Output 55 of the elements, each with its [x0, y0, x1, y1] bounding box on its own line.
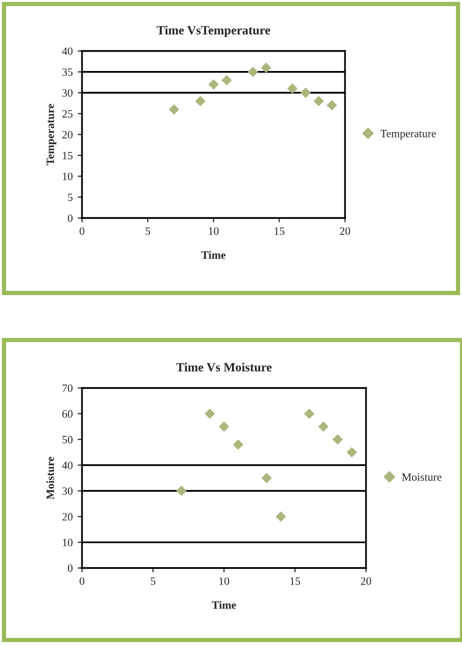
- x-tick-label: 15: [290, 577, 300, 585]
- x-tick-label: 5: [146, 227, 150, 235]
- y-tick-label: 40: [62, 462, 73, 470]
- point: [204, 408, 215, 419]
- point: [287, 83, 298, 94]
- point: [221, 75, 232, 86]
- x-tick-label: 0: [80, 577, 84, 585]
- y-tick-label: 0: [68, 214, 73, 222]
- point: [176, 486, 187, 496]
- point: [168, 104, 180, 115]
- point: [208, 79, 219, 90]
- point: [346, 447, 357, 458]
- point: [318, 421, 329, 432]
- point: [304, 408, 314, 419]
- legend-label: Temperature: [380, 130, 436, 140]
- point: [326, 100, 338, 110]
- y-tick-label: 70: [62, 384, 73, 392]
- point: [314, 96, 324, 106]
- legend-label: Moisture: [402, 473, 442, 481]
- y-tick-label: 30: [62, 89, 73, 97]
- x-tick-label: 0: [80, 227, 84, 235]
- point: [261, 472, 272, 484]
- chart-title: Time VsTemperature: [156, 26, 270, 37]
- point: [332, 434, 343, 445]
- x-tick-label: 10: [219, 577, 230, 585]
- y-tick-label: 15: [62, 152, 73, 160]
- point: [276, 511, 286, 522]
- y-tick-label: 40: [62, 47, 73, 55]
- x-tick-label: 5: [150, 577, 156, 585]
- x-axis-title: Time: [201, 250, 226, 259]
- y-axis-title: Moisture: [46, 456, 54, 500]
- y-tick-label: 50: [62, 436, 73, 444]
- y-tick-label: 20: [62, 513, 73, 521]
- y-tick-label: 35: [62, 68, 73, 76]
- y-tick-label: 10: [62, 538, 73, 546]
- point: [260, 62, 272, 73]
- point: [233, 439, 244, 450]
- x-tick-label: 10: [208, 227, 219, 235]
- y-tick-label: 5: [68, 194, 73, 202]
- point: [218, 421, 230, 432]
- y-axis-title: Temperature: [46, 104, 56, 166]
- point: [195, 96, 206, 106]
- y-tick-label: 25: [62, 110, 73, 118]
- y-tick-label: 0: [68, 564, 73, 572]
- x-tick-label: 20: [340, 227, 350, 235]
- x-tick-label: 20: [360, 577, 372, 585]
- x-axis-title: Time: [212, 600, 236, 609]
- point: [248, 66, 258, 78]
- y-tick-label: 60: [62, 410, 73, 418]
- y-tick-label: 30: [62, 487, 73, 495]
- point: [300, 88, 311, 98]
- x-tick-label: 15: [274, 227, 284, 235]
- y-tick-label: 20: [62, 130, 73, 138]
- chart-title: Time Vs Moisture: [176, 362, 272, 372]
- y-tick-label: 10: [62, 172, 73, 180]
